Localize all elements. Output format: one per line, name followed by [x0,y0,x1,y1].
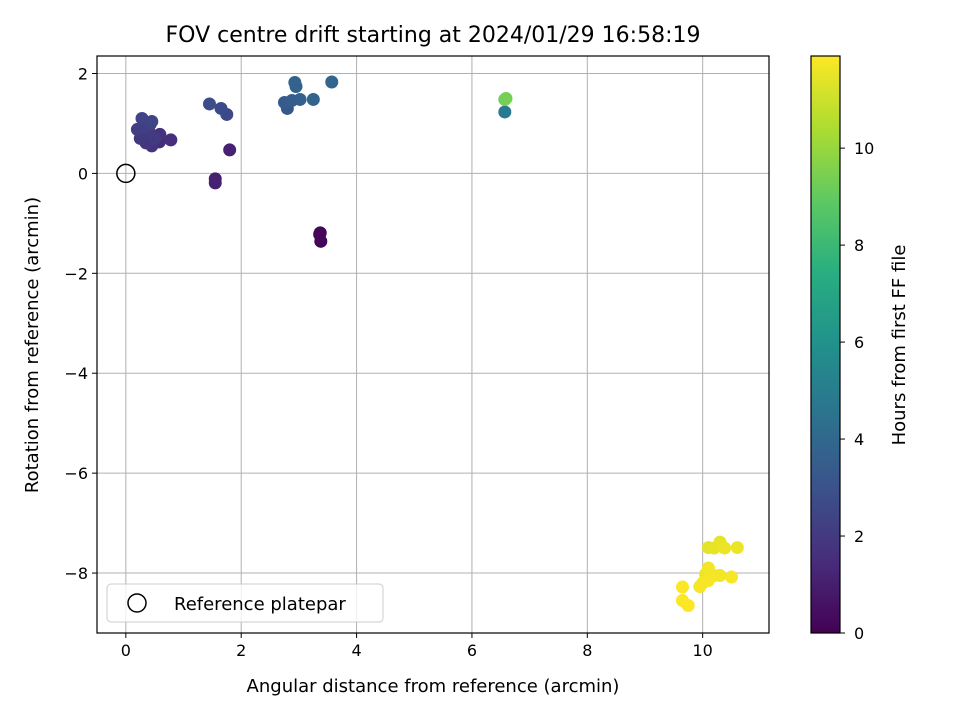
data-point [693,580,707,594]
y-tick-label: −4 [64,364,88,383]
data-point [313,227,327,241]
data-point [293,92,307,106]
y-tick-label: 0 [78,164,88,183]
legend-box [106,583,384,623]
legend-label: Reference platepar [174,594,346,615]
y-tick-label: −8 [64,564,88,583]
colorbar-ticks: 0 2 4 6 8 10 [840,139,874,643]
data-point [325,75,339,89]
colorbar-tick-label: 10 [854,139,874,158]
data-points [130,75,744,613]
x-tick-label: 8 [582,641,592,660]
colorbar: 0 2 4 6 8 10 Hours from first FF file [810,55,910,643]
y-tick-label: −2 [64,264,88,283]
chart-title: FOV centre drift starting at 2024/01/29 … [166,23,701,48]
data-point [148,131,162,145]
data-point [675,580,689,594]
x-tick-label: 0 [121,641,131,660]
colorbar-gradient [810,55,841,634]
x-axis-label: Angular distance from reference (arcmin) [247,676,620,697]
reference-platepar-marker [116,163,136,184]
data-point [145,114,159,128]
plot-frame [96,55,770,634]
colorbar-tick-label: 4 [854,430,864,449]
grid-lines [97,56,769,633]
colorbar-tick-label: 2 [854,527,864,546]
legend-marker [127,593,147,613]
data-point [725,570,739,584]
x-tick-label: 2 [236,641,246,660]
colorbar-tick-label: 8 [854,236,864,255]
y-tick-label: 2 [78,64,88,83]
colorbar-label: Hours from first FF file [889,245,910,446]
data-point [214,101,228,115]
legend: Reference platepar [106,583,384,623]
data-point [164,133,178,147]
x-axis: 0 2 4 6 8 10 [121,633,713,660]
data-point [718,541,732,555]
y-tick-label: −6 [64,464,88,483]
x-tick-label: 10 [692,641,712,660]
x-tick-label: 4 [351,641,361,660]
colorbar-tick-label: 0 [854,624,864,643]
data-point [208,176,222,190]
data-point [713,569,727,583]
data-point [288,75,302,89]
y-axis: 2 0 −2 −4 −6 −8 [64,64,97,583]
colorbar-tick-label: 6 [854,333,864,352]
data-point [730,541,744,555]
x-tick-label: 6 [467,641,477,660]
data-point [202,97,216,111]
y-axis-label: Rotation from reference (arcmin) [22,197,43,493]
data-point [681,599,695,613]
data-point [498,105,512,119]
data-point [223,143,237,157]
data-point [499,91,513,105]
data-point [306,92,320,106]
data-point [135,111,149,125]
